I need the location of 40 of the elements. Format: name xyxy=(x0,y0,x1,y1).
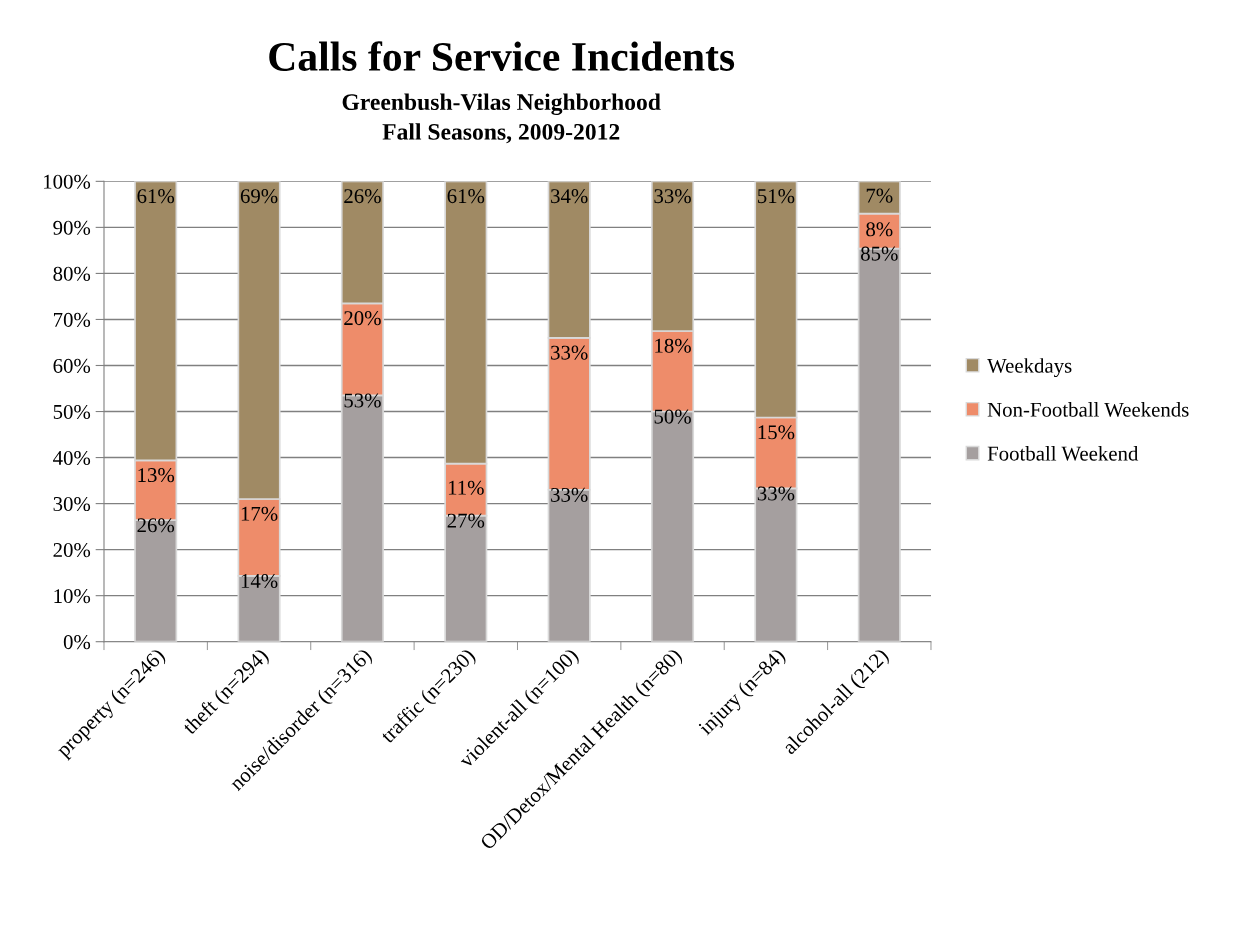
data-label: 26% xyxy=(137,518,175,533)
chart-subtitle: Greenbush-Vilas Neighborhood Fall Seasons, 2009-2012 xyxy=(342,93,661,144)
data-label: 11% xyxy=(448,480,484,495)
data-label: 85% xyxy=(860,246,898,261)
y-tick-label: 20% xyxy=(53,543,91,558)
data-label: 14% xyxy=(241,573,278,589)
data-label: 33% xyxy=(551,487,588,502)
y-tick-label: 80% xyxy=(53,266,91,281)
data-label: 17% xyxy=(241,506,278,521)
data-label: 34% xyxy=(551,189,588,204)
data-label: 7% xyxy=(866,188,893,203)
y-tick-label: 100% xyxy=(44,174,91,189)
legend-label: Non-Football Weekends xyxy=(987,402,1189,417)
y-tick-label: 90% xyxy=(53,220,91,235)
y-tick-label: 70% xyxy=(53,312,91,327)
data-label: 18% xyxy=(655,338,691,353)
y-tick-label: 30% xyxy=(53,496,91,512)
data-label: 33% xyxy=(654,189,691,204)
data-label: 26% xyxy=(344,189,381,204)
data-label: 50% xyxy=(654,409,691,424)
y-tick-label: 10% xyxy=(54,589,91,604)
y-tick-label: 40% xyxy=(53,450,91,466)
data-label: 33% xyxy=(551,345,588,360)
data-label: 27% xyxy=(447,513,485,528)
legend-label: Weekdays xyxy=(987,358,1072,378)
y-tick-label: 60% xyxy=(53,358,91,373)
data-label: 15% xyxy=(758,425,795,440)
data-label: 13% xyxy=(138,468,175,483)
y-tick-label: 0% xyxy=(63,635,91,650)
data-label: 61% xyxy=(447,189,485,204)
data-label: 53% xyxy=(344,393,381,408)
data-label: 20% xyxy=(344,311,381,326)
data-label: 33% xyxy=(757,486,795,501)
data-label: 8% xyxy=(866,222,893,237)
y-tick-label: 50% xyxy=(53,404,91,420)
data-label: 61% xyxy=(137,189,175,204)
chart-title: Calls for Service Incidents xyxy=(269,41,735,71)
data-label: 51% xyxy=(758,189,795,204)
legend-label: Football Weekend xyxy=(987,446,1139,461)
data-label: 69% xyxy=(240,189,278,204)
